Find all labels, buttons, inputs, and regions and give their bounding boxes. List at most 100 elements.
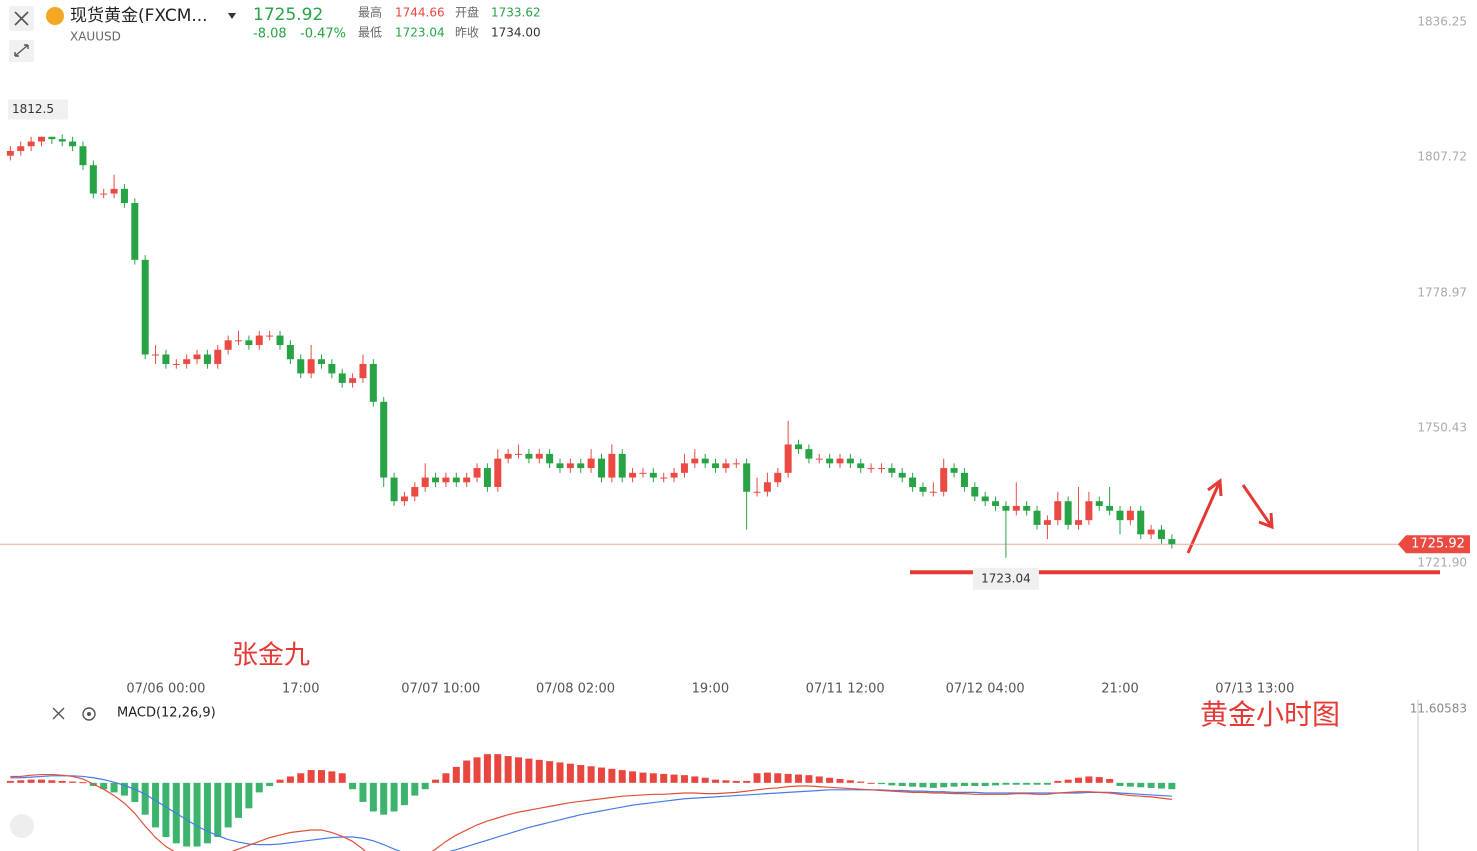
arrow-down [1241, 484, 1274, 530]
macd-bar [877, 782, 885, 785]
macd-bar [48, 780, 56, 783]
candle-body [763, 482, 771, 492]
macd-bar [950, 782, 958, 787]
candle-body [556, 463, 564, 469]
change-pct: -0.47% [300, 27, 346, 42]
macd-bar [483, 754, 491, 783]
candle-body [89, 165, 97, 194]
candle-body [805, 449, 813, 459]
macd-bar [17, 780, 25, 783]
macd-bar [6, 780, 14, 783]
price-tag [1398, 535, 1470, 554]
candle-body [235, 340, 243, 342]
candle-body [359, 363, 367, 379]
macd-bar [971, 782, 979, 787]
candle-body [660, 477, 668, 479]
macd-bar [1147, 782, 1155, 788]
macd-close[interactable] [52, 707, 65, 720]
candle-body [1106, 505, 1114, 511]
candle-body [100, 193, 108, 195]
candle-body [37, 136, 45, 142]
candle-body [1085, 501, 1093, 521]
stat-value: 1733.62 [491, 6, 541, 20]
macd-bar [701, 777, 709, 783]
x-tick-label: 07/07 10:00 [401, 682, 480, 697]
macd-bar [525, 758, 533, 783]
candle-body [452, 477, 460, 483]
macd-bar [110, 782, 118, 793]
macd-bar [504, 756, 512, 783]
y-tick-label: 1750.43 [1417, 421, 1467, 435]
macd-bar [722, 780, 730, 783]
macd-bar [805, 775, 813, 783]
dropdown-icon[interactable] [228, 13, 236, 19]
macd-bar [712, 779, 720, 783]
macd-bar [120, 782, 128, 796]
candle-body [1126, 510, 1134, 521]
candle-body [971, 487, 979, 497]
macd-bar [1157, 782, 1165, 789]
price-tag-label: 1725.92 [1411, 537, 1465, 552]
candle-body [940, 468, 948, 492]
macd-bar [494, 754, 502, 783]
x-tick-label: 07/06 00:00 [126, 682, 205, 697]
macd-bar [100, 782, 108, 790]
macd-bar [380, 782, 388, 815]
chart-type-button[interactable] [10, 814, 34, 838]
macd-bar [608, 768, 616, 783]
arrow-up [1186, 478, 1223, 554]
candle-body [1157, 529, 1165, 540]
macd-bar [629, 771, 637, 783]
macd-bar [1085, 776, 1093, 783]
macd-bar [618, 770, 626, 783]
macd-bar [774, 773, 782, 783]
candle-body [1137, 510, 1145, 535]
candle-body [400, 496, 408, 502]
macd-bar [577, 764, 585, 783]
macd-bar [338, 773, 346, 783]
symbol-name[interactable]: 现货黄金(FXCM... [70, 6, 208, 26]
macd-bar [349, 782, 357, 790]
macd-bar [535, 759, 543, 783]
macd-bar [846, 780, 854, 783]
candle-body [577, 463, 585, 469]
macd-bar [1064, 779, 1072, 783]
candle-body [826, 458, 834, 464]
macd-bar [597, 767, 605, 783]
candle-body [463, 477, 471, 483]
macd-bar [286, 776, 294, 783]
macd-bar [1075, 777, 1083, 783]
candle-body [867, 468, 875, 470]
macd-bar [1137, 782, 1145, 788]
macd-bar [359, 782, 367, 802]
macd-bar [79, 782, 87, 784]
macd-bar [753, 773, 761, 783]
dea-line [10, 775, 1172, 851]
dif-line [10, 773, 1172, 851]
candle-body [48, 136, 56, 140]
candle-body [286, 345, 294, 360]
macd-bar [670, 774, 678, 783]
candle-body [1168, 539, 1176, 545]
candle-body [17, 146, 25, 151]
candle-body [317, 359, 325, 364]
candle-body [390, 477, 398, 502]
candle-body [722, 463, 730, 469]
macd-bar [556, 762, 564, 783]
macd-bar [245, 782, 253, 809]
y-tick-label: 1807.72 [1417, 150, 1467, 164]
candle-body [338, 373, 346, 383]
candle-body [546, 453, 554, 464]
macd-bar [1116, 782, 1124, 787]
candle-body [442, 477, 450, 483]
macd-bar [442, 773, 450, 783]
x-tick-label: 17:00 [282, 682, 319, 697]
candle-body [193, 354, 201, 360]
macd-settings[interactable] [82, 707, 96, 721]
macd-bar [58, 780, 66, 783]
candle-body [691, 458, 699, 464]
candle-body [639, 472, 647, 474]
macd-bar [235, 782, 243, 818]
macd-bar [1002, 782, 1010, 785]
macd-bar [795, 774, 803, 783]
